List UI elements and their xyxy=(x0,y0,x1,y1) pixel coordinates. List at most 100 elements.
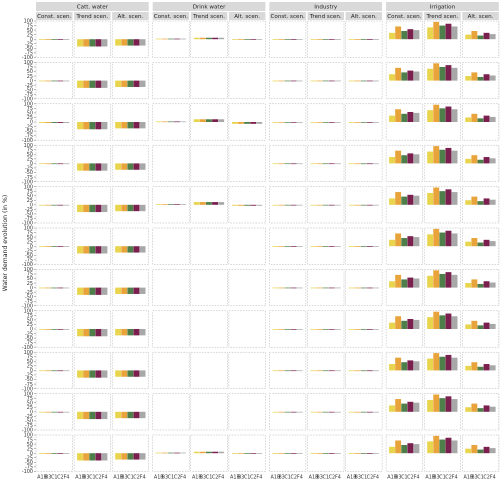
bar xyxy=(133,204,140,212)
bar xyxy=(115,453,122,460)
bar xyxy=(193,202,200,205)
bar xyxy=(218,202,225,205)
bar xyxy=(272,453,279,454)
bar xyxy=(413,361,420,371)
bar xyxy=(101,370,108,378)
bar xyxy=(433,311,440,329)
bar xyxy=(57,329,64,330)
y-tick-label: -75 xyxy=(25,382,33,388)
bar xyxy=(433,146,440,164)
y-tick-label: -50 xyxy=(25,253,33,259)
bar xyxy=(360,80,367,82)
bar xyxy=(284,370,291,372)
bar xyxy=(445,272,452,288)
bar xyxy=(433,270,440,288)
panel xyxy=(462,103,500,141)
bar xyxy=(278,246,285,247)
y-tick-label: -25 xyxy=(25,414,33,420)
y-tick-label: 100 xyxy=(24,184,33,190)
bar xyxy=(445,106,452,122)
y-tick-label: 50 xyxy=(27,111,33,117)
strip-scenario-label: Const. scen. xyxy=(271,14,306,20)
bar xyxy=(445,230,452,247)
bar xyxy=(483,405,490,412)
bar xyxy=(401,155,408,164)
strip-scenario-label: Alt. scen. xyxy=(234,14,260,20)
x-tick-label: F4 xyxy=(452,474,458,480)
bar xyxy=(161,121,168,123)
strip-scenario xyxy=(462,12,499,20)
bar xyxy=(471,279,478,288)
bar xyxy=(477,325,484,329)
bar xyxy=(489,34,496,40)
bar xyxy=(290,163,297,165)
bar xyxy=(451,399,458,412)
bar xyxy=(451,26,458,40)
y-tick-label: 75 xyxy=(27,272,33,278)
bar xyxy=(296,122,303,123)
bar xyxy=(328,411,335,413)
bar xyxy=(77,80,83,88)
bar xyxy=(278,80,285,82)
bar xyxy=(395,192,402,205)
bar xyxy=(272,287,279,289)
panel xyxy=(190,227,228,265)
x-tick-label: F4 xyxy=(256,474,262,480)
strip-sector xyxy=(152,2,266,11)
bar xyxy=(483,322,490,329)
bar xyxy=(373,39,379,40)
bar xyxy=(334,370,341,372)
bar xyxy=(39,287,45,289)
bar xyxy=(218,451,225,454)
bar xyxy=(439,273,446,288)
bar xyxy=(256,204,263,206)
x-tick-label: B3 xyxy=(162,474,168,480)
bar xyxy=(373,163,379,165)
y-tick-label: 50 xyxy=(27,28,33,34)
bar xyxy=(354,122,361,123)
bar xyxy=(445,23,452,40)
y-tick-label: 100 xyxy=(24,226,33,232)
bar xyxy=(63,80,70,82)
y-tick-label: 50 xyxy=(27,235,33,241)
bar xyxy=(83,122,90,130)
bar xyxy=(360,246,367,247)
y-tick-label: -25 xyxy=(25,248,33,254)
bar xyxy=(115,411,122,419)
bar xyxy=(284,80,291,82)
bar xyxy=(121,246,128,253)
bar xyxy=(354,329,361,330)
bar xyxy=(83,163,90,171)
bar xyxy=(316,163,323,165)
bar xyxy=(427,110,434,122)
bar xyxy=(206,119,212,122)
bar xyxy=(57,122,64,123)
bar xyxy=(427,27,434,40)
strip-scenario-label: Alt. scen. xyxy=(118,14,144,20)
bar xyxy=(95,411,102,420)
bar xyxy=(401,196,408,205)
bar xyxy=(51,122,58,123)
bar xyxy=(477,201,484,205)
panel xyxy=(228,144,266,182)
bar xyxy=(471,238,478,247)
bar xyxy=(389,281,395,288)
bar xyxy=(401,238,408,247)
bar xyxy=(83,246,90,254)
bar xyxy=(231,453,238,454)
bar xyxy=(284,122,291,123)
bar xyxy=(95,453,102,461)
bar xyxy=(161,204,168,205)
bar xyxy=(133,80,140,87)
strip-sector xyxy=(269,2,383,11)
bar xyxy=(121,287,128,294)
y-axis-label: Water demand evolution (in %) xyxy=(2,195,9,292)
bar xyxy=(322,246,329,247)
bar xyxy=(310,204,317,206)
bar xyxy=(439,439,446,454)
x-tick-label: C1 xyxy=(361,474,368,480)
bar xyxy=(366,411,373,413)
bar xyxy=(483,198,490,205)
y-tick-label: 75 xyxy=(27,354,33,360)
